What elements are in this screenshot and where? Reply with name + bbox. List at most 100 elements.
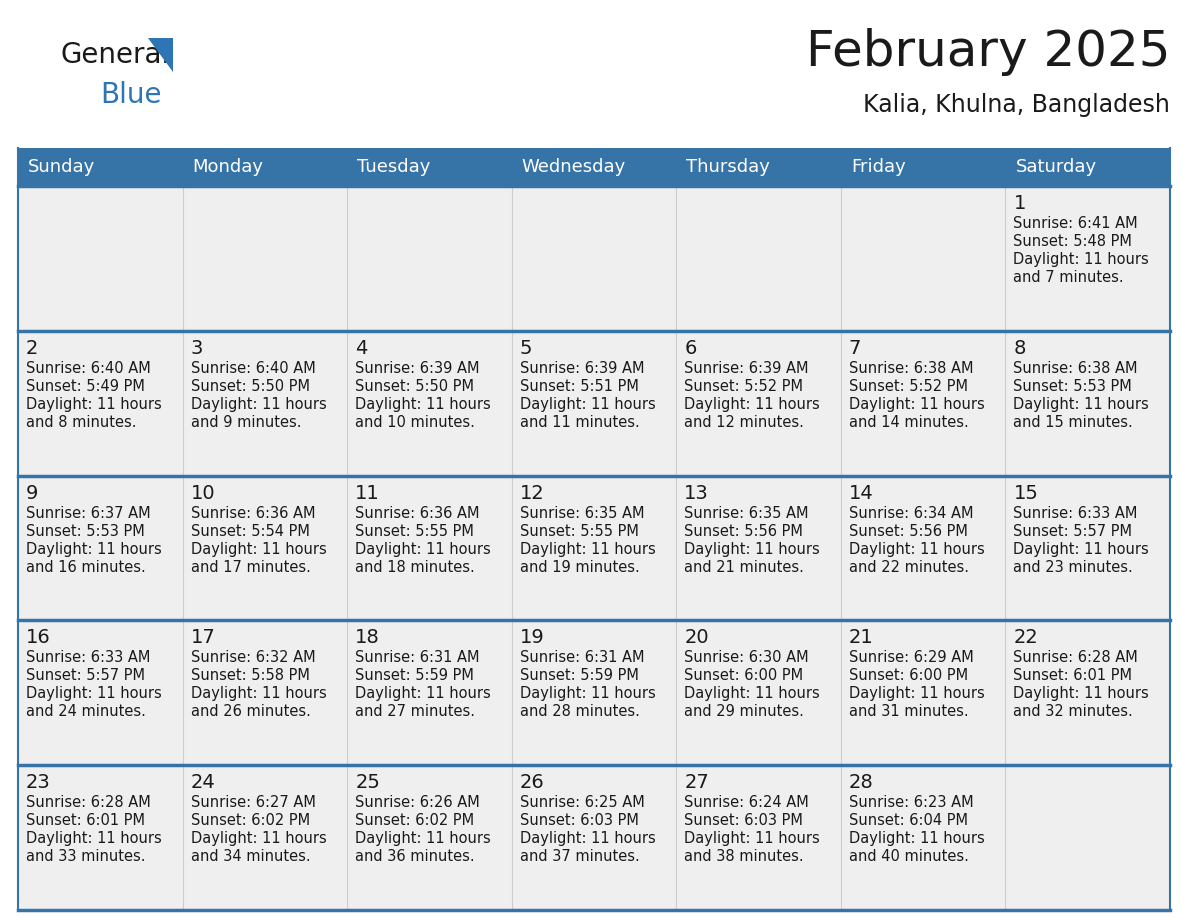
Text: 25: 25	[355, 773, 380, 792]
Text: Blue: Blue	[100, 81, 162, 109]
Text: Friday: Friday	[851, 158, 905, 176]
Text: 16: 16	[26, 629, 51, 647]
Text: Sunset: 5:55 PM: Sunset: 5:55 PM	[519, 523, 639, 539]
Text: Sunrise: 6:41 AM: Sunrise: 6:41 AM	[1013, 216, 1138, 231]
Text: and 37 minutes.: and 37 minutes.	[519, 849, 639, 864]
Text: Sunset: 5:52 PM: Sunset: 5:52 PM	[849, 379, 968, 394]
Text: Daylight: 11 hours: Daylight: 11 hours	[355, 542, 491, 556]
Text: and 36 minutes.: and 36 minutes.	[355, 849, 475, 864]
Text: and 8 minutes.: and 8 minutes.	[26, 415, 137, 430]
Text: Sunrise: 6:29 AM: Sunrise: 6:29 AM	[849, 650, 974, 666]
Text: Sunset: 5:57 PM: Sunset: 5:57 PM	[26, 668, 145, 683]
Bar	[18, 621, 1170, 766]
Text: Sunset: 5:52 PM: Sunset: 5:52 PM	[684, 379, 803, 394]
Text: 5: 5	[519, 339, 532, 358]
Polygon shape	[148, 38, 173, 72]
Bar	[18, 148, 183, 186]
Text: Sunset: 5:56 PM: Sunset: 5:56 PM	[849, 523, 968, 539]
Text: Daylight: 11 hours: Daylight: 11 hours	[849, 831, 985, 846]
Text: and 19 minutes.: and 19 minutes.	[519, 560, 639, 575]
Text: and 40 minutes.: and 40 minutes.	[849, 849, 968, 864]
Text: 26: 26	[519, 773, 544, 792]
Text: Daylight: 11 hours: Daylight: 11 hours	[1013, 397, 1149, 412]
Text: and 38 minutes.: and 38 minutes.	[684, 849, 804, 864]
Text: Sunset: 6:02 PM: Sunset: 6:02 PM	[190, 813, 310, 828]
Text: 17: 17	[190, 629, 215, 647]
Bar	[183, 148, 347, 186]
Text: Daylight: 11 hours: Daylight: 11 hours	[355, 397, 491, 412]
Text: Daylight: 11 hours: Daylight: 11 hours	[1013, 542, 1149, 556]
Text: and 15 minutes.: and 15 minutes.	[1013, 415, 1133, 430]
Text: 2: 2	[26, 339, 38, 358]
Text: 11: 11	[355, 484, 380, 502]
Text: Sunrise: 6:31 AM: Sunrise: 6:31 AM	[355, 650, 480, 666]
Text: Daylight: 11 hours: Daylight: 11 hours	[519, 542, 656, 556]
Text: Sunrise: 6:32 AM: Sunrise: 6:32 AM	[190, 650, 315, 666]
Text: 9: 9	[26, 484, 38, 502]
Text: Sunset: 5:58 PM: Sunset: 5:58 PM	[190, 668, 309, 683]
Text: Sunset: 5:50 PM: Sunset: 5:50 PM	[190, 379, 310, 394]
Text: Daylight: 11 hours: Daylight: 11 hours	[849, 542, 985, 556]
Text: Daylight: 11 hours: Daylight: 11 hours	[355, 831, 491, 846]
Text: Daylight: 11 hours: Daylight: 11 hours	[849, 397, 985, 412]
Text: Sunset: 6:01 PM: Sunset: 6:01 PM	[1013, 668, 1132, 683]
Text: Daylight: 11 hours: Daylight: 11 hours	[684, 831, 820, 846]
Text: 1: 1	[1013, 194, 1025, 213]
Text: Sunrise: 6:40 AM: Sunrise: 6:40 AM	[190, 361, 315, 375]
Text: and 23 minutes.: and 23 minutes.	[1013, 560, 1133, 575]
Text: and 7 minutes.: and 7 minutes.	[1013, 270, 1124, 285]
Text: Sunrise: 6:40 AM: Sunrise: 6:40 AM	[26, 361, 151, 375]
Text: 27: 27	[684, 773, 709, 792]
Text: Daylight: 11 hours: Daylight: 11 hours	[190, 397, 327, 412]
Text: Saturday: Saturday	[1016, 158, 1097, 176]
Bar	[512, 148, 676, 186]
Text: Sunrise: 6:38 AM: Sunrise: 6:38 AM	[849, 361, 973, 375]
Text: Sunrise: 6:23 AM: Sunrise: 6:23 AM	[849, 795, 973, 811]
Text: Sunrise: 6:24 AM: Sunrise: 6:24 AM	[684, 795, 809, 811]
Text: Sunset: 6:00 PM: Sunset: 6:00 PM	[684, 668, 803, 683]
Text: and 16 minutes.: and 16 minutes.	[26, 560, 146, 575]
Bar	[18, 330, 1170, 476]
Text: Sunset: 5:49 PM: Sunset: 5:49 PM	[26, 379, 145, 394]
Text: and 21 minutes.: and 21 minutes.	[684, 560, 804, 575]
Text: Sunset: 5:59 PM: Sunset: 5:59 PM	[519, 668, 639, 683]
Text: 13: 13	[684, 484, 709, 502]
Text: and 24 minutes.: and 24 minutes.	[26, 704, 146, 720]
Text: Wednesday: Wednesday	[522, 158, 626, 176]
Text: 23: 23	[26, 773, 51, 792]
Text: Sunset: 5:55 PM: Sunset: 5:55 PM	[355, 523, 474, 539]
Bar	[18, 766, 1170, 910]
Text: Monday: Monday	[192, 158, 264, 176]
Text: Sunday: Sunday	[29, 158, 95, 176]
Text: and 9 minutes.: and 9 minutes.	[190, 415, 301, 430]
Text: Sunset: 6:03 PM: Sunset: 6:03 PM	[519, 813, 639, 828]
Text: Sunrise: 6:39 AM: Sunrise: 6:39 AM	[519, 361, 644, 375]
Text: Sunrise: 6:36 AM: Sunrise: 6:36 AM	[190, 506, 315, 521]
Text: 21: 21	[849, 629, 873, 647]
Text: Sunrise: 6:28 AM: Sunrise: 6:28 AM	[1013, 650, 1138, 666]
Bar	[347, 148, 512, 186]
Bar	[676, 148, 841, 186]
Text: Sunset: 5:50 PM: Sunset: 5:50 PM	[355, 379, 474, 394]
Text: and 27 minutes.: and 27 minutes.	[355, 704, 475, 720]
Text: Sunrise: 6:31 AM: Sunrise: 6:31 AM	[519, 650, 644, 666]
Text: Sunrise: 6:39 AM: Sunrise: 6:39 AM	[355, 361, 480, 375]
Text: 3: 3	[190, 339, 203, 358]
Text: Daylight: 11 hours: Daylight: 11 hours	[26, 542, 162, 556]
Text: 10: 10	[190, 484, 215, 502]
Text: Daylight: 11 hours: Daylight: 11 hours	[684, 542, 820, 556]
Text: Daylight: 11 hours: Daylight: 11 hours	[190, 687, 327, 701]
Text: and 14 minutes.: and 14 minutes.	[849, 415, 968, 430]
Text: and 22 minutes.: and 22 minutes.	[849, 560, 969, 575]
Text: 15: 15	[1013, 484, 1038, 502]
Text: 8: 8	[1013, 339, 1025, 358]
Text: and 32 minutes.: and 32 minutes.	[1013, 704, 1133, 720]
Text: 7: 7	[849, 339, 861, 358]
Text: 20: 20	[684, 629, 709, 647]
Text: and 10 minutes.: and 10 minutes.	[355, 415, 475, 430]
Text: Kalia, Khulna, Bangladesh: Kalia, Khulna, Bangladesh	[864, 93, 1170, 117]
Text: Thursday: Thursday	[687, 158, 770, 176]
Text: Sunrise: 6:35 AM: Sunrise: 6:35 AM	[684, 506, 809, 521]
Text: Daylight: 11 hours: Daylight: 11 hours	[26, 687, 162, 701]
Text: Daylight: 11 hours: Daylight: 11 hours	[190, 831, 327, 846]
